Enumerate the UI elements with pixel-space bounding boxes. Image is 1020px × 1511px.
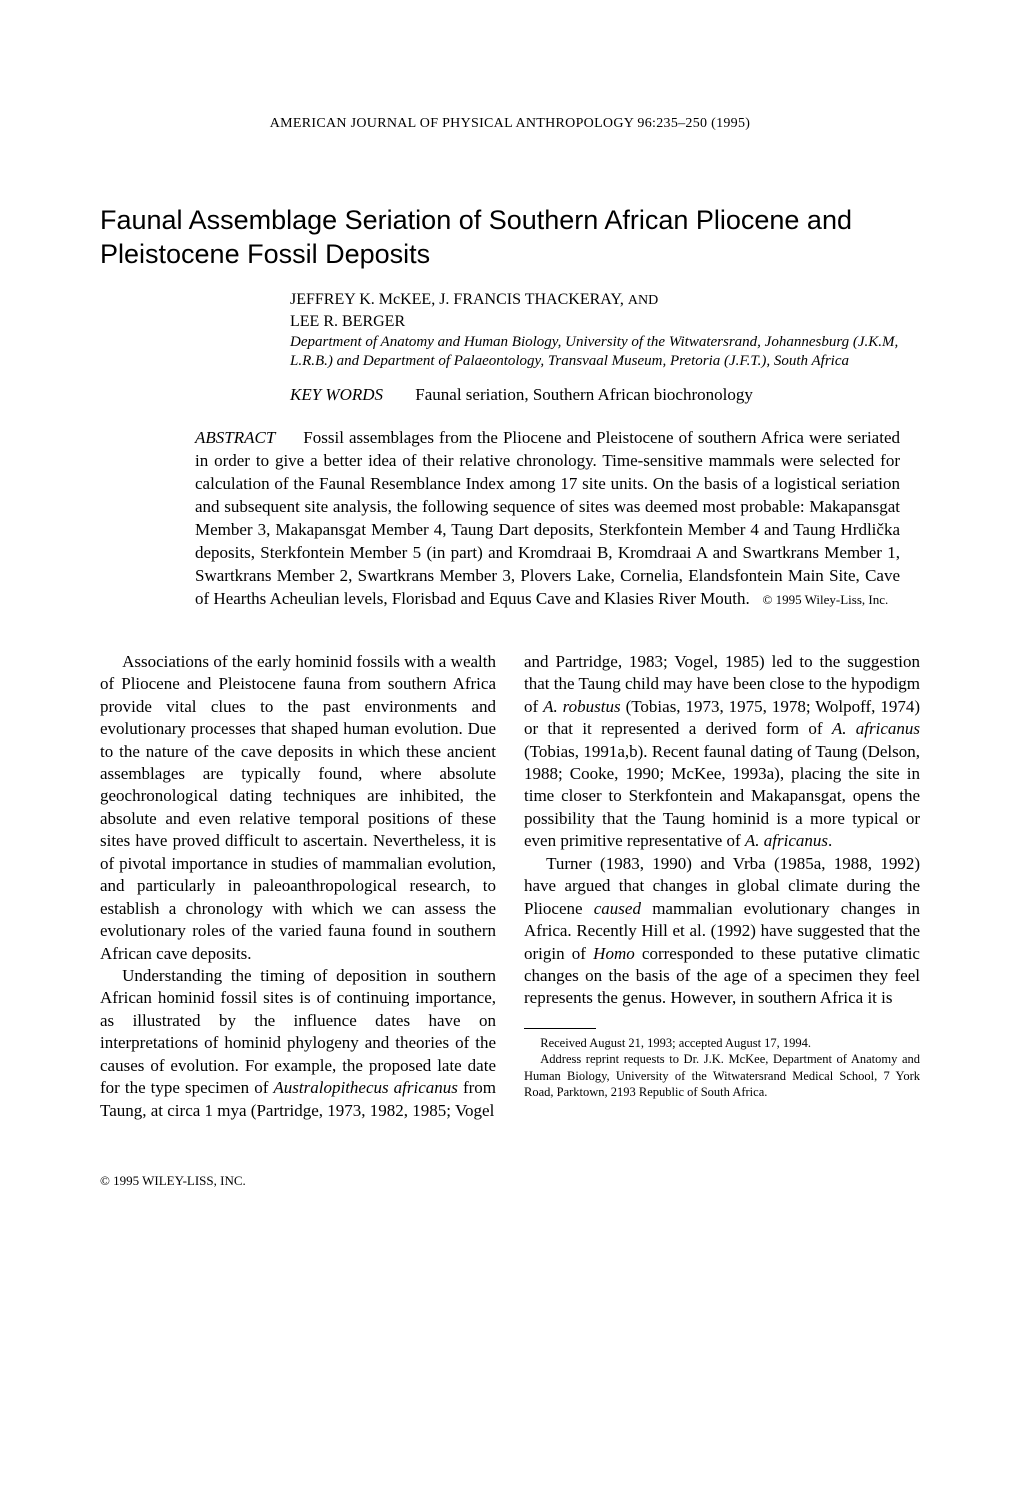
footnote-address: Address reprint requests to Dr. J.K. McK… [524, 1051, 920, 1101]
italic-emphasis: caused [594, 899, 641, 918]
column-left: Associations of the early hominid fossil… [100, 651, 496, 1122]
text-run: . [828, 831, 832, 850]
abstract-text: Fossil assemblages from the Pliocene and… [195, 428, 900, 608]
keywords-label: KEY WORDS [290, 385, 383, 404]
footnote-rule [524, 1028, 596, 1029]
abstract-label: ABSTRACT [195, 428, 275, 447]
italic-taxon: Australopithecus africanus [273, 1078, 457, 1097]
italic-taxon: Homo [593, 944, 635, 963]
affiliation: Department of Anatomy and Human Biology,… [290, 333, 920, 371]
authors-and: AND [628, 293, 658, 308]
keywords-text: Faunal seriation, Southern African bioch… [415, 385, 753, 404]
article-title: Faunal Assemblage Seriation of Southern … [100, 204, 920, 272]
text-run: (Tobias, 1991a,b). Recent faunal dating … [524, 742, 920, 851]
body-paragraph: Associations of the early hominid fossil… [100, 651, 496, 965]
body-paragraph: and Partridge, 1983; Vogel, 1985) led to… [524, 651, 920, 853]
authors-line-2: LEE R. BERGER [290, 313, 405, 330]
body-columns: Associations of the early hominid fossil… [100, 651, 920, 1122]
authors-block: JEFFREY K. McKEE, J. FRANCIS THACKERAY, … [290, 289, 920, 370]
body-paragraph: Understanding the timing of deposition i… [100, 965, 496, 1122]
authors-line-1: JEFFREY K. McKEE, J. FRANCIS THACKERAY, [290, 291, 628, 308]
page-copyright: © 1995 WILEY-LISS, INC. [100, 1172, 920, 1190]
column-right: and Partridge, 1983; Vogel, 1985) led to… [524, 651, 920, 1122]
body-paragraph: Turner (1983, 1990) and Vrba (1985a, 198… [524, 853, 920, 1010]
abstract-copyright: © 1995 Wiley-Liss, Inc. [763, 592, 889, 607]
journal-header: AMERICAN JOURNAL OF PHYSICAL ANTHROPOLOG… [100, 115, 920, 134]
abstract-block: ABSTRACTFossil assemblages from the Plio… [195, 427, 900, 611]
italic-taxon: A. robustus [543, 697, 621, 716]
italic-taxon: A. africanus [745, 831, 828, 850]
keywords-block: KEY WORDS Faunal seriation, Southern Afr… [290, 384, 920, 407]
italic-taxon: A. africanus [832, 719, 920, 738]
authors: JEFFREY K. McKEE, J. FRANCIS THACKERAY, … [290, 289, 920, 332]
footnote-received: Received August 21, 1993; accepted Augus… [524, 1035, 920, 1052]
